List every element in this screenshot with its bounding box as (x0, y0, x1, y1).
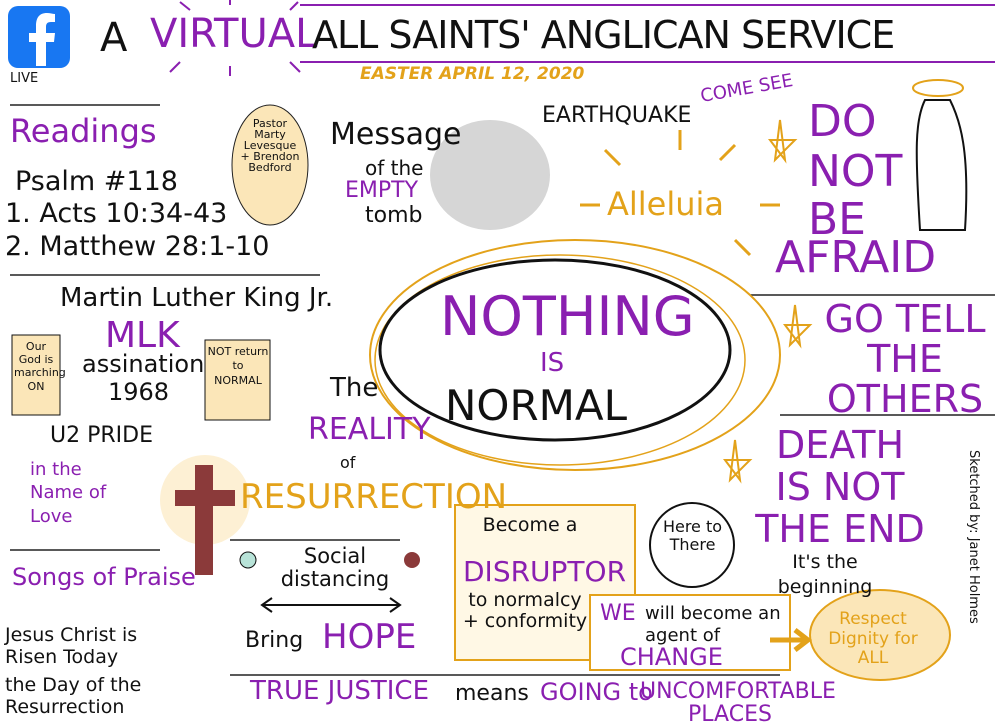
reading: 2. Matthew 28:1-10 (5, 231, 270, 262)
justice: means (455, 681, 529, 706)
disruptor: DISRUPTOR (463, 555, 627, 588)
title-a: A (100, 15, 128, 61)
live-label: LIVE (10, 71, 39, 86)
alleluia: Alleluia (607, 185, 725, 223)
social: Bring (245, 628, 304, 653)
reading: 1. Acts 10:34-43 (5, 198, 228, 229)
mlk-name: Martin Luther King Jr. (60, 283, 334, 313)
songs-title: Songs of Praise (12, 563, 196, 591)
here-there: Here to There (662, 517, 723, 554)
nothing: NOTHING (440, 285, 695, 348)
scroll (204, 339, 271, 421)
reality: The (330, 373, 379, 403)
do-not-be-afraid: DO (808, 96, 877, 147)
justice: UNCOMFORTABLE PLACES (640, 679, 836, 727)
title-service: ALL SAINTS' ANGLICAN SERVICE (312, 13, 895, 57)
readings-title: Readings (10, 112, 157, 150)
date: EASTER APRIL 12, 2020 (360, 64, 585, 84)
do-not-be-afraid: BE (808, 194, 866, 245)
disruptor: Become a (482, 514, 578, 536)
reality: REALITY (308, 412, 431, 447)
beginning: It's the beginning (777, 551, 873, 598)
respect: Respect Dignity for ALL (828, 609, 918, 669)
song: U2 PRIDE (50, 423, 153, 448)
mlk-event: assination (82, 350, 205, 378)
credit: Sketched by: Janet Holmes (966, 450, 981, 624)
change: will become an agent of (645, 603, 781, 646)
go-tell: GO TELL THE OTHERS (824, 297, 986, 421)
respect-cloud (809, 589, 951, 681)
earthquake: EARTHQUAKE (542, 103, 692, 128)
hope: HOPE (322, 617, 417, 657)
scroll-text: NOT return to NORMAL (207, 345, 269, 387)
mlk-year: 1968 (108, 378, 170, 406)
angel (912, 79, 964, 97)
justice: TRUE JUSTICE (250, 676, 430, 706)
songs-item: Jesus Christ is Risen Today (5, 624, 138, 668)
do-not-be-afraid: AFRAID (775, 232, 937, 283)
reality: of (340, 453, 356, 472)
reality: RESURRECTION (240, 477, 508, 517)
is: IS (540, 348, 565, 378)
change-box (589, 594, 791, 671)
change: CHANGE (620, 643, 723, 671)
do-not-be-afraid: NOT (808, 146, 903, 197)
song: in the Name of Love (30, 459, 107, 527)
message: EMPTY (345, 178, 419, 203)
death: DEATH IS NOT THE END (755, 423, 925, 551)
social: Social distancing (280, 544, 390, 592)
pastor-egg (231, 104, 309, 226)
scroll-text: Our God is marching ON (14, 340, 66, 393)
normal: NORMAL (445, 381, 628, 430)
here-circle (649, 502, 735, 588)
scroll (11, 334, 61, 416)
songs-item: the Day of the Resurrection (5, 674, 142, 718)
title-virtual: VIRTUAL (150, 11, 318, 57)
tomb (430, 120, 550, 230)
rays (169, 0, 301, 76)
center-circle (369, 239, 781, 471)
pastors: Pastor Marty Levesque + Brendon Bedford (240, 117, 300, 174)
message: Message (330, 117, 462, 152)
message: of the (365, 156, 424, 180)
mlk-abbr: MLK (105, 315, 180, 356)
disruptor: to normalcy + conformity (462, 589, 588, 632)
message: tomb (365, 203, 423, 228)
change: WE (600, 601, 636, 626)
justice: GOING to (540, 678, 653, 706)
reading: Psalm #118 (15, 166, 178, 197)
cross (195, 465, 213, 575)
